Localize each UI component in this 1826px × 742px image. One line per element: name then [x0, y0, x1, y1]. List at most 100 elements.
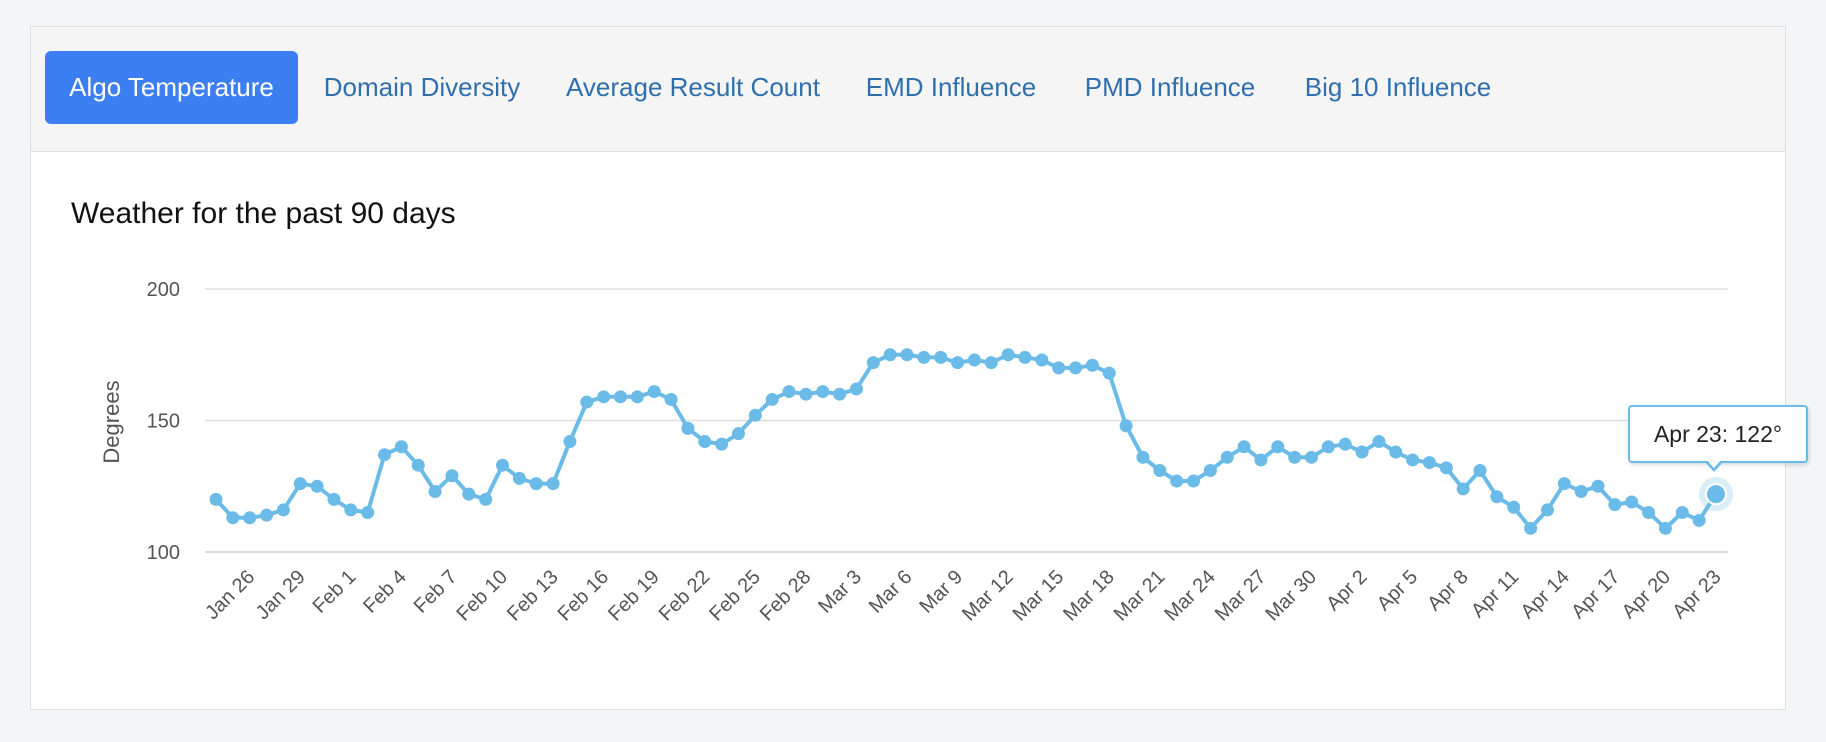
- tab-pmd-influence[interactable]: PMD Influence: [1084, 72, 1256, 102]
- data-point: [1490, 490, 1504, 504]
- data-point: [664, 392, 678, 406]
- data-point: [1085, 358, 1099, 372]
- data-point: [361, 506, 375, 520]
- tab-big-10-influence[interactable]: Big 10 Influence: [1304, 72, 1492, 102]
- x-tick-label: Apr 23: [1668, 566, 1725, 623]
- data-point: [731, 427, 745, 441]
- data-point: [496, 458, 510, 472]
- data-point: [715, 437, 729, 451]
- data-point: [209, 492, 223, 506]
- data-point: [1355, 445, 1369, 459]
- x-tick-label: Feb 25: [705, 566, 765, 626]
- data-point: [1507, 500, 1521, 514]
- x-tick-label: Apr 5: [1373, 566, 1422, 615]
- x-tick-label: Mar 18: [1059, 566, 1119, 626]
- data-point: [1557, 477, 1571, 491]
- data-point: [344, 503, 358, 517]
- x-tick-label: Mar 21: [1110, 566, 1170, 626]
- data-point: [394, 440, 408, 454]
- tab-emd-influence[interactable]: EMD Influence: [865, 72, 1037, 102]
- data-point: [934, 350, 948, 364]
- data-point: [529, 477, 543, 491]
- x-tick-label: Jan 26: [201, 566, 259, 624]
- x-tick-label: Feb 19: [604, 566, 664, 626]
- data-point: [917, 350, 931, 364]
- data-point: [580, 395, 594, 409]
- grid-lines: [205, 288, 1728, 553]
- highlight-point: [1705, 483, 1727, 506]
- data-point: [1591, 479, 1605, 493]
- data-point: [445, 469, 459, 483]
- data-point: [310, 479, 324, 493]
- tab-domain-diversity[interactable]: Domain Diversity: [323, 72, 521, 102]
- data-point: [967, 353, 981, 367]
- series-layer: [209, 348, 1733, 535]
- data-point: [1136, 450, 1150, 464]
- data-point: [1001, 348, 1015, 362]
- x-tick-label: Apr 2: [1322, 566, 1371, 615]
- data-point: [1422, 456, 1436, 470]
- y-tick-label: 100: [147, 542, 180, 564]
- x-tick-label: Mar 12: [958, 566, 1018, 626]
- x-tick-label: Mar 30: [1261, 566, 1321, 626]
- data-point: [1237, 440, 1251, 454]
- data-tooltip: Apr 23: 122°: [1628, 405, 1808, 463]
- x-tick-label: Apr 11: [1467, 566, 1523, 622]
- data-point: [1220, 450, 1234, 464]
- data-point: [1035, 353, 1049, 367]
- data-point: [1254, 453, 1268, 467]
- data-point: [1153, 463, 1167, 477]
- data-point: [1524, 521, 1538, 535]
- data-point: [1439, 461, 1453, 475]
- data-point: [833, 387, 847, 401]
- x-tick-label: Mar 6: [865, 566, 917, 618]
- data-point: [849, 382, 863, 396]
- data-point: [327, 492, 341, 506]
- data-point: [293, 477, 307, 491]
- tab-algo-temperature[interactable]: Algo Temperature: [45, 51, 298, 124]
- data-point: [951, 356, 965, 370]
- x-tick-label: Mar 24: [1160, 566, 1220, 626]
- data-point: [1473, 463, 1487, 477]
- data-point: [782, 385, 796, 399]
- data-point: [1305, 450, 1319, 464]
- x-tick-label: Feb 16: [554, 566, 614, 626]
- data-point: [1170, 474, 1184, 488]
- x-tick-label: Mar 27: [1211, 566, 1271, 626]
- data-point: [1288, 450, 1302, 464]
- x-tick-label: Apr 8: [1423, 566, 1472, 615]
- data-point: [1052, 361, 1066, 375]
- data-point: [681, 421, 695, 435]
- data-point: [462, 487, 476, 501]
- data-point: [883, 348, 897, 362]
- x-tick-label: Feb 22: [655, 566, 715, 626]
- x-tick-label: Feb 28: [756, 566, 816, 626]
- data-point: [563, 435, 577, 449]
- data-point: [1102, 366, 1116, 380]
- x-tick-label: Feb 4: [359, 566, 411, 618]
- tab-average-result-count[interactable]: Average Result Count: [566, 72, 820, 102]
- x-tick-label: Apr 14: [1517, 566, 1574, 623]
- data-point: [1642, 506, 1656, 520]
- y-tick-label: 200: [147, 279, 180, 301]
- x-tick-label: Feb 10: [452, 566, 512, 626]
- data-point: [866, 356, 880, 370]
- data-point: [799, 387, 813, 401]
- data-point: [698, 435, 712, 449]
- x-tick-label: Feb 13: [503, 566, 563, 626]
- data-point: [378, 448, 392, 462]
- data-point: [630, 390, 644, 404]
- data-point: [428, 485, 442, 499]
- data-point: [276, 503, 290, 517]
- data-point: [1608, 498, 1622, 512]
- data-point: [1271, 440, 1285, 454]
- series-line: [214, 352, 1718, 531]
- data-point: [984, 356, 998, 370]
- x-tick-label: Jan 29: [252, 566, 310, 624]
- data-point: [512, 471, 526, 485]
- chart-title: Weather for the past 90 days: [71, 197, 456, 230]
- data-point: [1574, 485, 1588, 499]
- data-point: [411, 458, 425, 472]
